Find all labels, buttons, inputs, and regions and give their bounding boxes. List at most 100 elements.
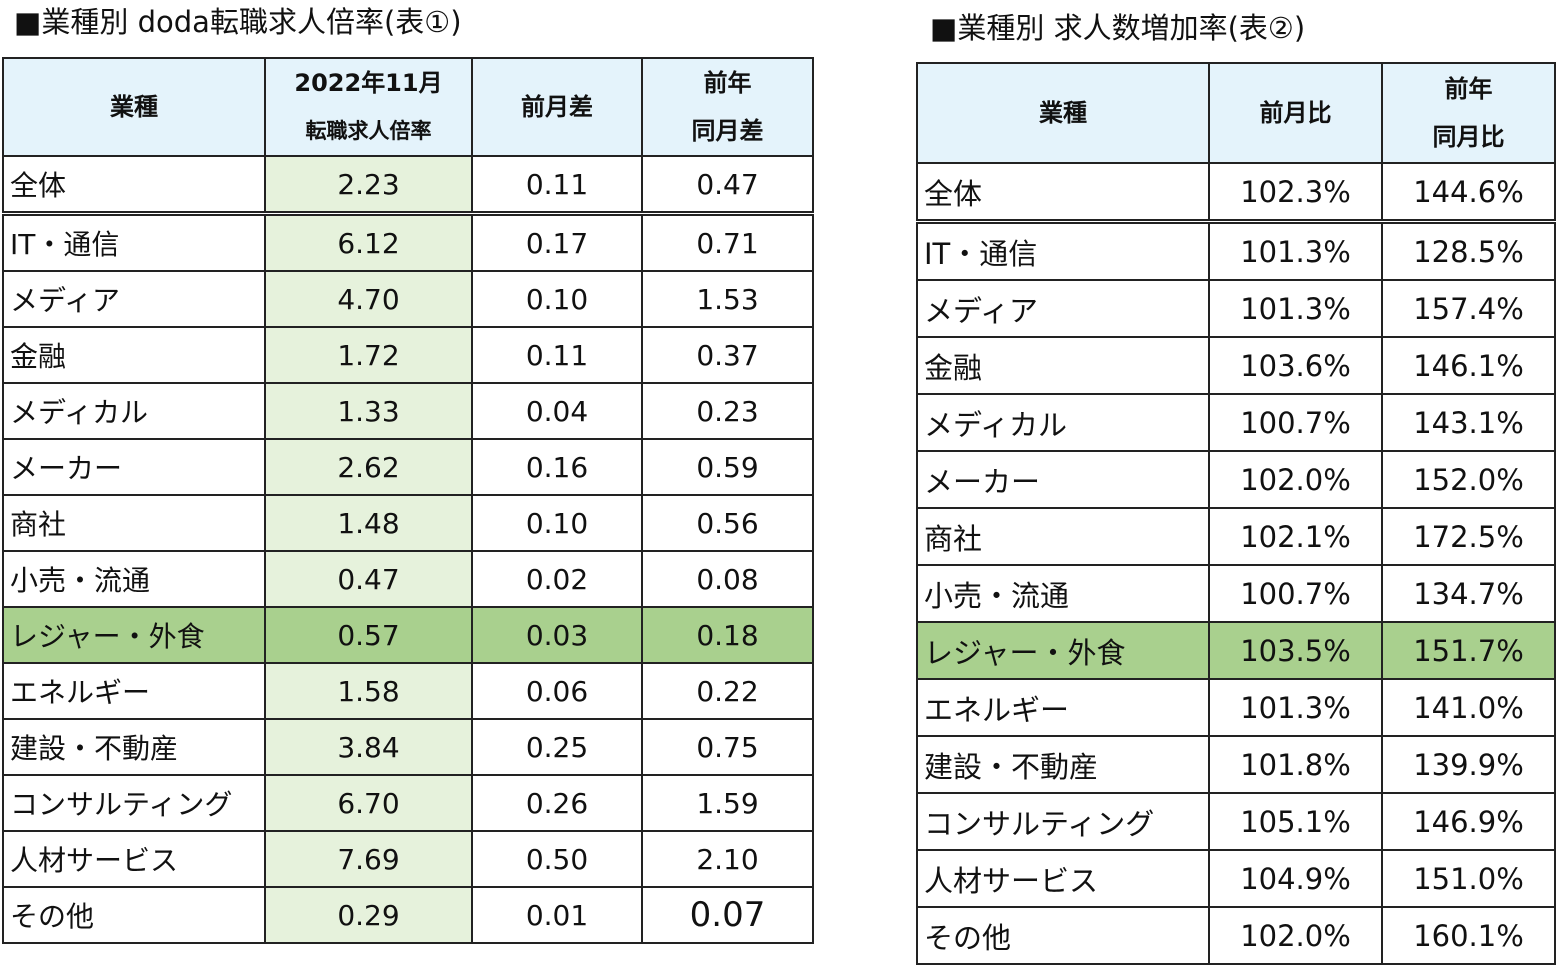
table-row: 商社 102.1% 172.5% (916, 507, 1556, 566)
table-row: 人材サービス 104.9% 151.0% (916, 849, 1556, 908)
table1-header-rate: 2022年11月 転職求人倍率 (264, 57, 473, 157)
industry-cell: メーカー (916, 450, 1210, 509)
table-row: その他 102.0% 160.1% (916, 906, 1556, 965)
mom-ratio-cell: 102.0% (1208, 450, 1383, 509)
yoy-diff-cell: 0.07 (641, 886, 814, 944)
industry-cell: メディア (916, 279, 1210, 338)
table-row: メーカー 2.62 0.16 0.59 (2, 438, 814, 496)
mom-ratio-cell: 102.0% (1208, 906, 1383, 965)
rate-cell: 0.57 (264, 606, 473, 664)
industry-cell: レジャー・外食 (916, 621, 1210, 680)
mom-diff-cell: 0.25 (471, 718, 643, 776)
industry-cell: その他 (2, 886, 266, 944)
table1-header-yoy: 前年 同月差 (641, 57, 814, 157)
industry-cell: 金融 (2, 326, 266, 384)
table1-header-industry: 業種 (2, 57, 266, 157)
yoy-ratio-cell: 128.5% (1381, 220, 1556, 281)
rate-cell: 2.23 (264, 155, 473, 216)
industry-cell: エネルギー (916, 678, 1210, 737)
mom-ratio-cell: 101.3% (1208, 279, 1383, 338)
industry-cell: 人材サービス (2, 830, 266, 888)
mom-ratio-cell: 100.7% (1208, 564, 1383, 623)
mom-ratio-cell: 101.8% (1208, 735, 1383, 794)
industry-cell: 小売・流通 (916, 564, 1210, 623)
yoy-ratio-cell: 146.1% (1381, 336, 1556, 395)
mom-ratio-cell: 103.6% (1208, 336, 1383, 395)
mom-diff-cell: 0.50 (471, 830, 643, 888)
mom-ratio-cell: 101.3% (1208, 220, 1383, 281)
yoy-diff-cell: 1.53 (641, 270, 814, 328)
yoy-diff-cell: 0.23 (641, 382, 814, 440)
table2-header-yoy-line1: 前年 (1444, 75, 1493, 103)
table-row: エネルギー 1.58 0.06 0.22 (2, 662, 814, 720)
rate-cell: 1.48 (264, 494, 473, 552)
yoy-diff-cell: 0.75 (641, 718, 814, 776)
table2-header-mom: 前月比 (1208, 62, 1383, 164)
table1-header-yoy-line1: 前年 (703, 69, 752, 97)
table-row: IT・通信 6.12 0.17 0.71 (2, 212, 814, 272)
yoy-ratio-cell: 151.0% (1381, 849, 1556, 908)
yoy-diff-cell: 0.08 (641, 550, 814, 608)
mom-ratio-cell: 102.3% (1208, 162, 1383, 224)
mom-diff-cell: 0.17 (471, 212, 643, 272)
mom-diff-cell: 0.01 (471, 886, 643, 944)
table-row: エネルギー 101.3% 141.0% (916, 678, 1556, 737)
rate-cell: 4.70 (264, 270, 473, 328)
yoy-diff-cell: 2.10 (641, 830, 814, 888)
industry-cell: 人材サービス (916, 849, 1210, 908)
yoy-diff-cell: 1.59 (641, 774, 814, 832)
industry-cell: メディカル (2, 382, 266, 440)
table-row: メーカー 102.0% 152.0% (916, 450, 1556, 509)
yoy-ratio-cell: 172.5% (1381, 507, 1556, 566)
yoy-ratio-cell: 141.0% (1381, 678, 1556, 737)
job-offer-ratio-table: 業種 2022年11月 転職求人倍率 前月差 前年 同月差 全体 2.23 0.11… (2, 57, 814, 944)
mom-diff-cell: 0.10 (471, 270, 643, 328)
table2-title: ■業種別 求人数増加率(表②) (930, 11, 1306, 45)
industry-cell: IT・通信 (916, 220, 1210, 281)
yoy-ratio-cell: 144.6% (1381, 162, 1556, 224)
table1-header-rate-line1: 2022年11月 (294, 69, 443, 97)
yoy-ratio-cell: 139.9% (1381, 735, 1556, 794)
table-row: 金融 103.6% 146.1% (916, 336, 1556, 395)
industry-cell: メディア (2, 270, 266, 328)
table-row: 全体 2.23 0.11 0.47 (2, 155, 814, 216)
mom-ratio-cell: 103.5% (1208, 621, 1383, 680)
mom-ratio-cell: 102.1% (1208, 507, 1383, 566)
table1-header-yoy-line2: 同月差 (691, 117, 764, 145)
rate-cell: 3.84 (264, 718, 473, 776)
table-row: 全体 102.3% 144.6% (916, 162, 1556, 224)
table2-header-row: 業種 前月比 前年 同月比 (916, 62, 1556, 164)
yoy-diff-cell: 0.56 (641, 494, 814, 552)
industry-cell: コンサルティング (2, 774, 266, 832)
rate-cell: 6.12 (264, 212, 473, 272)
table-row: メディア 4.70 0.10 1.53 (2, 270, 814, 328)
yoy-diff-cell: 0.37 (641, 326, 814, 384)
mom-diff-cell: 0.06 (471, 662, 643, 720)
table-row: その他 0.29 0.01 0.07 (2, 886, 814, 944)
mom-ratio-cell: 100.7% (1208, 393, 1383, 452)
yoy-ratio-cell: 152.0% (1381, 450, 1556, 509)
mom-diff-cell: 0.26 (471, 774, 643, 832)
industry-cell: レジャー・外食 (2, 606, 266, 664)
table1-header-rate-line2: 転職求人倍率 (305, 119, 432, 143)
yoy-diff-cell: 0.47 (641, 155, 814, 216)
table2-header-yoy: 前年 同月比 (1381, 62, 1556, 164)
yoy-diff-cell: 0.71 (641, 212, 814, 272)
table-row: 金融 1.72 0.11 0.37 (2, 326, 814, 384)
industry-cell: 商社 (2, 494, 266, 552)
industry-cell: その他 (916, 906, 1210, 965)
table1-header-row: 業種 2022年11月 転職求人倍率 前月差 前年 同月差 (2, 57, 814, 157)
rate-cell: 2.62 (264, 438, 473, 496)
rate-cell: 1.58 (264, 662, 473, 720)
industry-cell: メーカー (2, 438, 266, 496)
mom-diff-cell: 0.04 (471, 382, 643, 440)
yoy-diff-cell: 0.22 (641, 662, 814, 720)
table2-header-yoy-line2: 同月比 (1432, 123, 1505, 151)
yoy-ratio-cell: 151.7% (1381, 621, 1556, 680)
industry-cell: メディカル (916, 393, 1210, 452)
table-row: レジャー・外食 103.5% 151.7% (916, 621, 1556, 680)
yoy-ratio-cell: 143.1% (1381, 393, 1556, 452)
table-row: レジャー・外食 0.57 0.03 0.18 (2, 606, 814, 664)
table-row: 人材サービス 7.69 0.50 2.10 (2, 830, 814, 888)
industry-cell: エネルギー (2, 662, 266, 720)
